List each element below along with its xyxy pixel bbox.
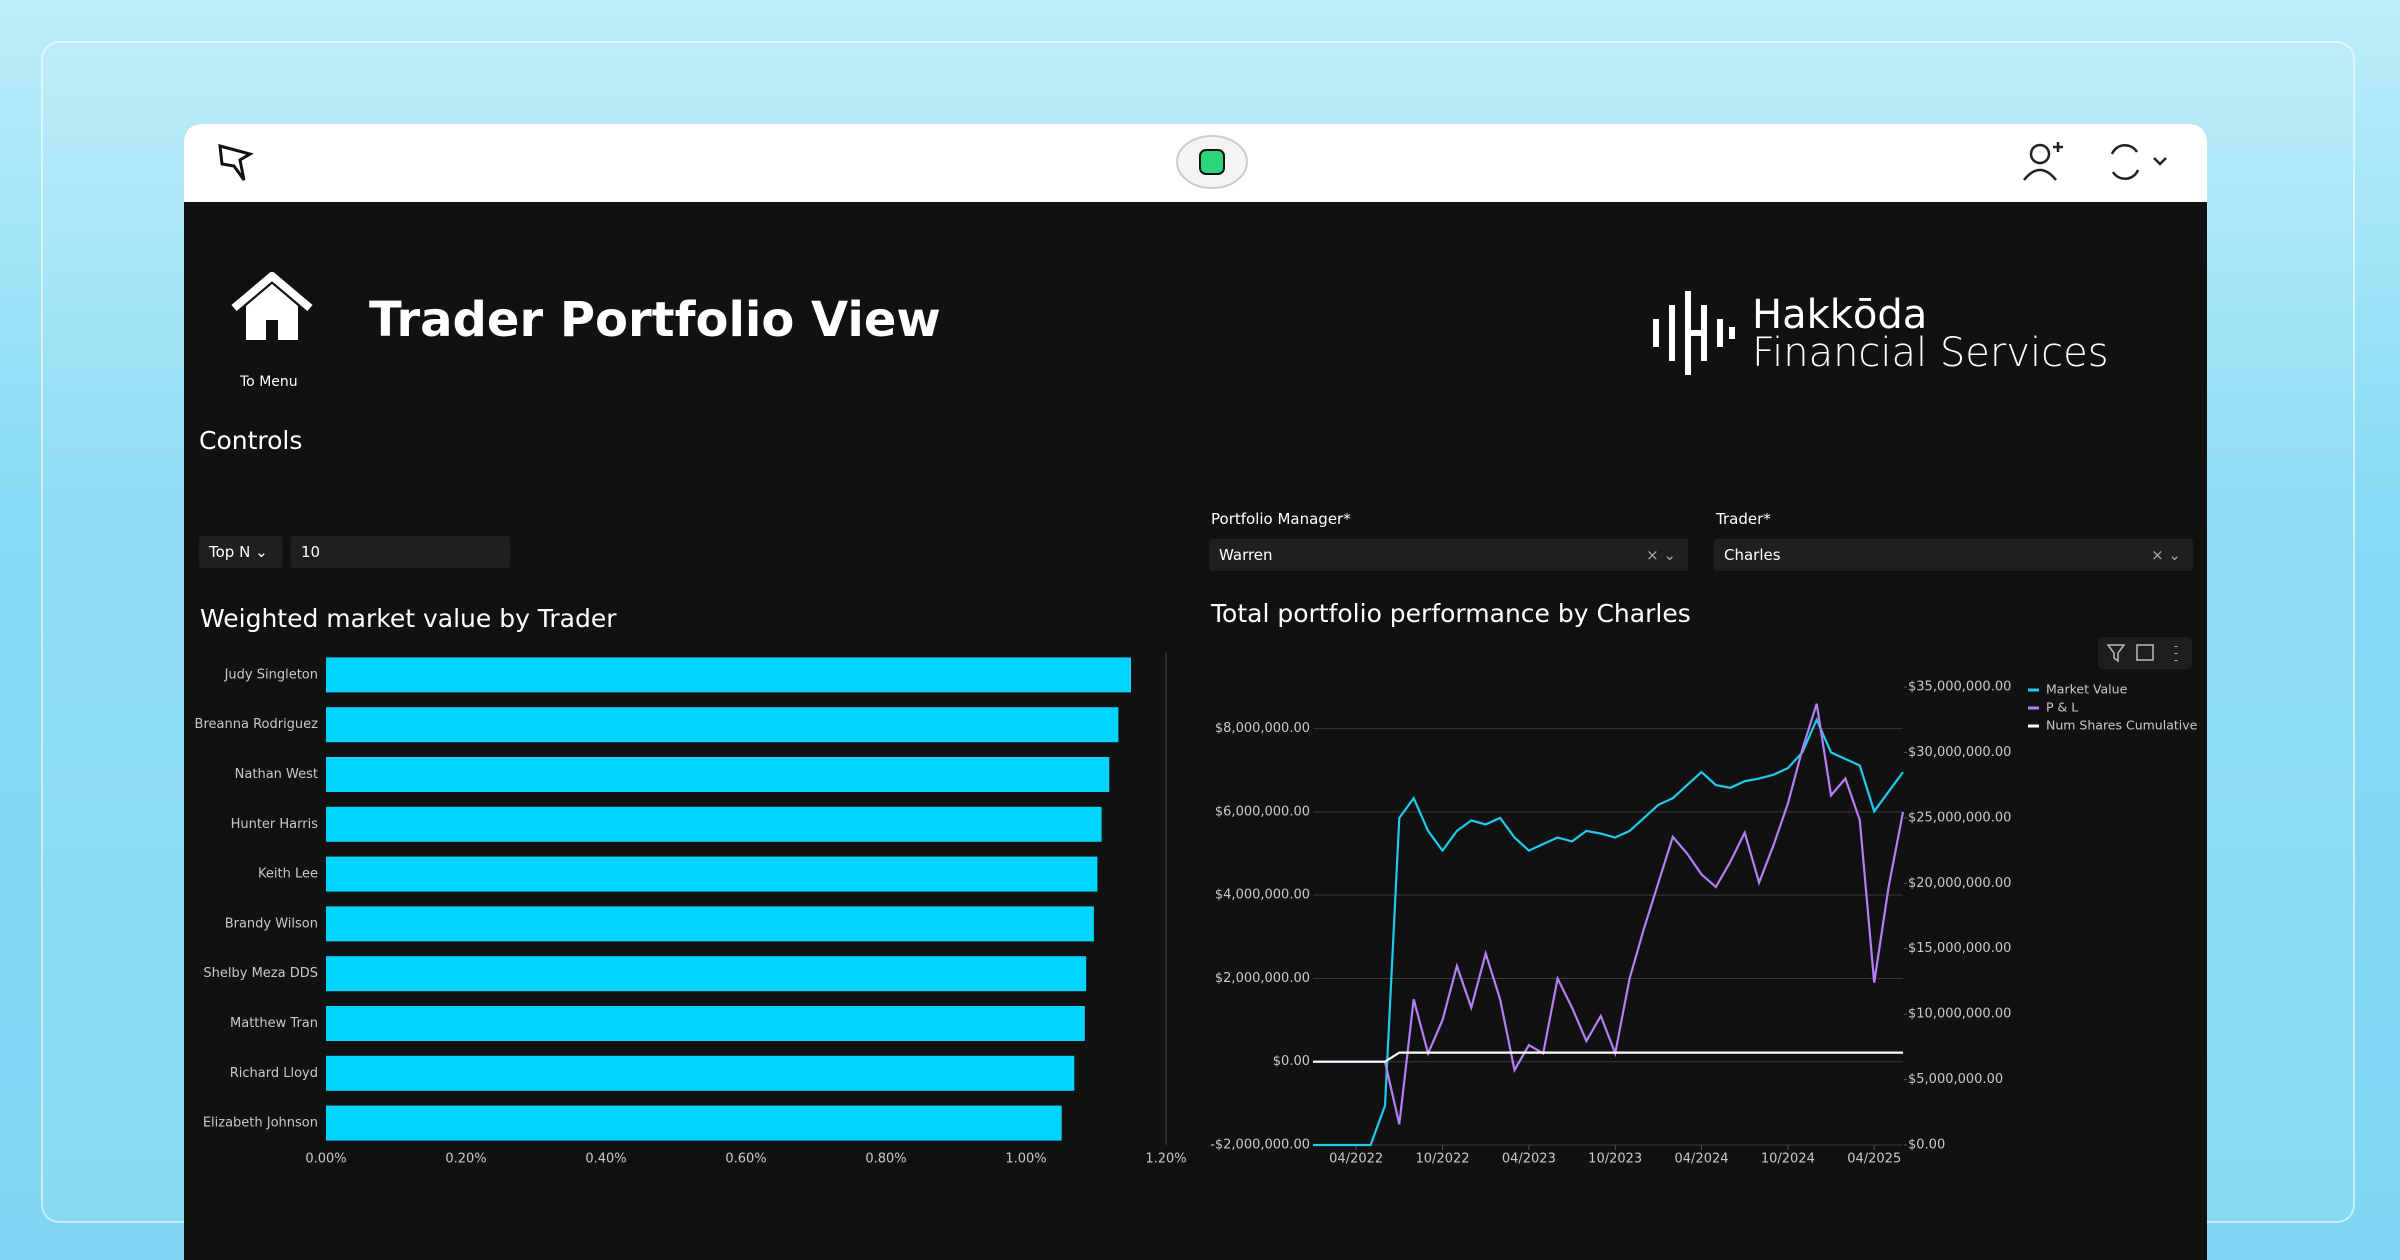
y2-tick-label: $15,000,000.00 <box>1908 941 2011 956</box>
top-bar <box>184 124 2207 202</box>
y-tick-label: Elizabeth Johnson <box>203 1116 318 1131</box>
y-tick-label: Brandy Wilson <box>225 916 318 931</box>
y-tick-label: Shelby Meza DDS <box>203 966 318 981</box>
y2-tick-label: $5,000,000.00 <box>1908 1072 2003 1087</box>
y-tick-label: Hunter Harris <box>231 817 319 832</box>
page-title: Trader Portfolio View <box>369 292 941 348</box>
add-user-body <box>2023 168 2057 181</box>
top-n-value: 10 <box>301 543 321 561</box>
x-tick-label: 04/2024 <box>1675 1152 1729 1167</box>
y2-tick-label: $10,000,000.00 <box>1908 1007 2011 1022</box>
refresh-menu[interactable] <box>2153 157 2167 166</box>
x-tick-label: 1.00% <box>1005 1152 1046 1167</box>
brand-subtitle: Financial Services <box>1752 330 2109 376</box>
x-tick-label: 10/2022 <box>1416 1152 1470 1167</box>
y-tick-label: Richard Lloyd <box>230 1066 318 1081</box>
bar <box>326 906 1094 942</box>
trader-value: Charles <box>1724 546 1781 564</box>
bar <box>326 707 1119 743</box>
y-tick-label: $6,000,000.00 <box>1215 804 1310 819</box>
center-icon <box>1199 149 1225 175</box>
x-tick-label: 04/2025 <box>1847 1152 1901 1167</box>
x-tick-label: 0.60% <box>725 1152 766 1167</box>
x-tick-label: 0.00% <box>305 1152 346 1167</box>
y-tick-label: Nathan West <box>235 767 318 782</box>
x-tick-label: 04/2022 <box>1329 1152 1383 1167</box>
y2-tick-label: $20,000,000.00 <box>1908 876 2011 891</box>
home-icon[interactable] <box>230 272 314 342</box>
series-line <box>1313 716 1904 1147</box>
brand-name: Hakkōda <box>1752 292 1928 338</box>
y-tick-label: -$2,000,000.00 <box>1210 1138 1310 1153</box>
line-chart-title: Total portfolio performance by Charles <box>1210 599 1691 628</box>
bar-chart-title: Weighted market value by Trader <box>200 604 617 633</box>
x-tick-label: 10/2024 <box>1761 1152 1815 1167</box>
y2-tick-label: $25,000,000.00 <box>1908 810 2011 825</box>
y-tick-label: $0.00 <box>1273 1054 1310 1069</box>
y-tick-label: $4,000,000.00 <box>1215 888 1310 903</box>
toolbar-bg <box>2098 637 2192 669</box>
top-n-label: Top N <box>209 543 251 561</box>
bar <box>326 806 1102 842</box>
x-tick-label: 0.20% <box>445 1152 486 1167</box>
x-tick-label: 0.80% <box>865 1152 906 1167</box>
bar <box>326 1006 1085 1041</box>
table-button[interactable] <box>2136 644 2154 661</box>
brand-logo <box>1653 291 1735 375</box>
chart-toolbar <box>2098 637 2192 669</box>
x-tick-label: 0.40% <box>585 1152 626 1167</box>
menu-label[interactable]: To Menu <box>240 374 298 390</box>
app-logo[interactable] <box>218 143 254 181</box>
bar <box>326 856 1098 892</box>
y-tick-label: Keith Lee <box>258 867 318 882</box>
legend-label: Num Shares Cumulative <box>2046 718 2198 733</box>
x-tick-label: 1.20% <box>1145 1152 1186 1167</box>
bar <box>326 956 1087 992</box>
x-tick-label: 04/2023 <box>1502 1152 1556 1167</box>
x-tick-label: 10/2023 <box>1588 1152 1642 1167</box>
bar <box>326 757 1110 792</box>
y2-tick-label: $30,000,000.00 <box>1908 745 2011 760</box>
y-tick-label: Breanna Rodriguez <box>195 717 319 732</box>
top-n-input[interactable]: 10 <box>291 536 510 568</box>
top-n-select[interactable]: Top N ⌄ <box>199 536 283 568</box>
portfolio-manager-value: Warren <box>1219 546 1273 564</box>
legend-label: P & L <box>2046 700 2078 715</box>
legend-label: Market Value <box>2046 682 2128 697</box>
bar <box>326 1055 1075 1091</box>
top-bar-icons <box>218 135 2167 189</box>
portfolio-manager-label: Portfolio Manager* <box>1211 510 1351 528</box>
y-tick-label: Judy Singleton <box>224 667 318 682</box>
y-tick-label: Matthew Tran <box>230 1016 318 1031</box>
y2-tick-label: $35,000,000.00 <box>1908 680 2011 695</box>
refresh-icon[interactable] <box>2110 144 2140 180</box>
add-user-plus <box>2053 142 2063 152</box>
add-user-icon[interactable] <box>2029 143 2051 165</box>
portfolio-manager-select[interactable]: Warren × ⌄ <box>1209 539 1688 571</box>
y-tick-label: $2,000,000.00 <box>1215 971 1310 986</box>
bar <box>326 657 1131 693</box>
controls-title: Controls <box>199 426 303 455</box>
y2-tick-label: $0.00 <box>1908 1138 1945 1153</box>
y-tick-label: $8,000,000.00 <box>1215 721 1310 736</box>
series-line <box>1313 703 1905 1125</box>
filter-button[interactable] <box>2106 644 2126 663</box>
trader-label: Trader* <box>1716 510 1771 528</box>
series-line <box>1313 1051 1903 1063</box>
bar <box>326 1105 1062 1141</box>
trader-select[interactable]: Charles × ⌄ <box>1714 539 2193 571</box>
